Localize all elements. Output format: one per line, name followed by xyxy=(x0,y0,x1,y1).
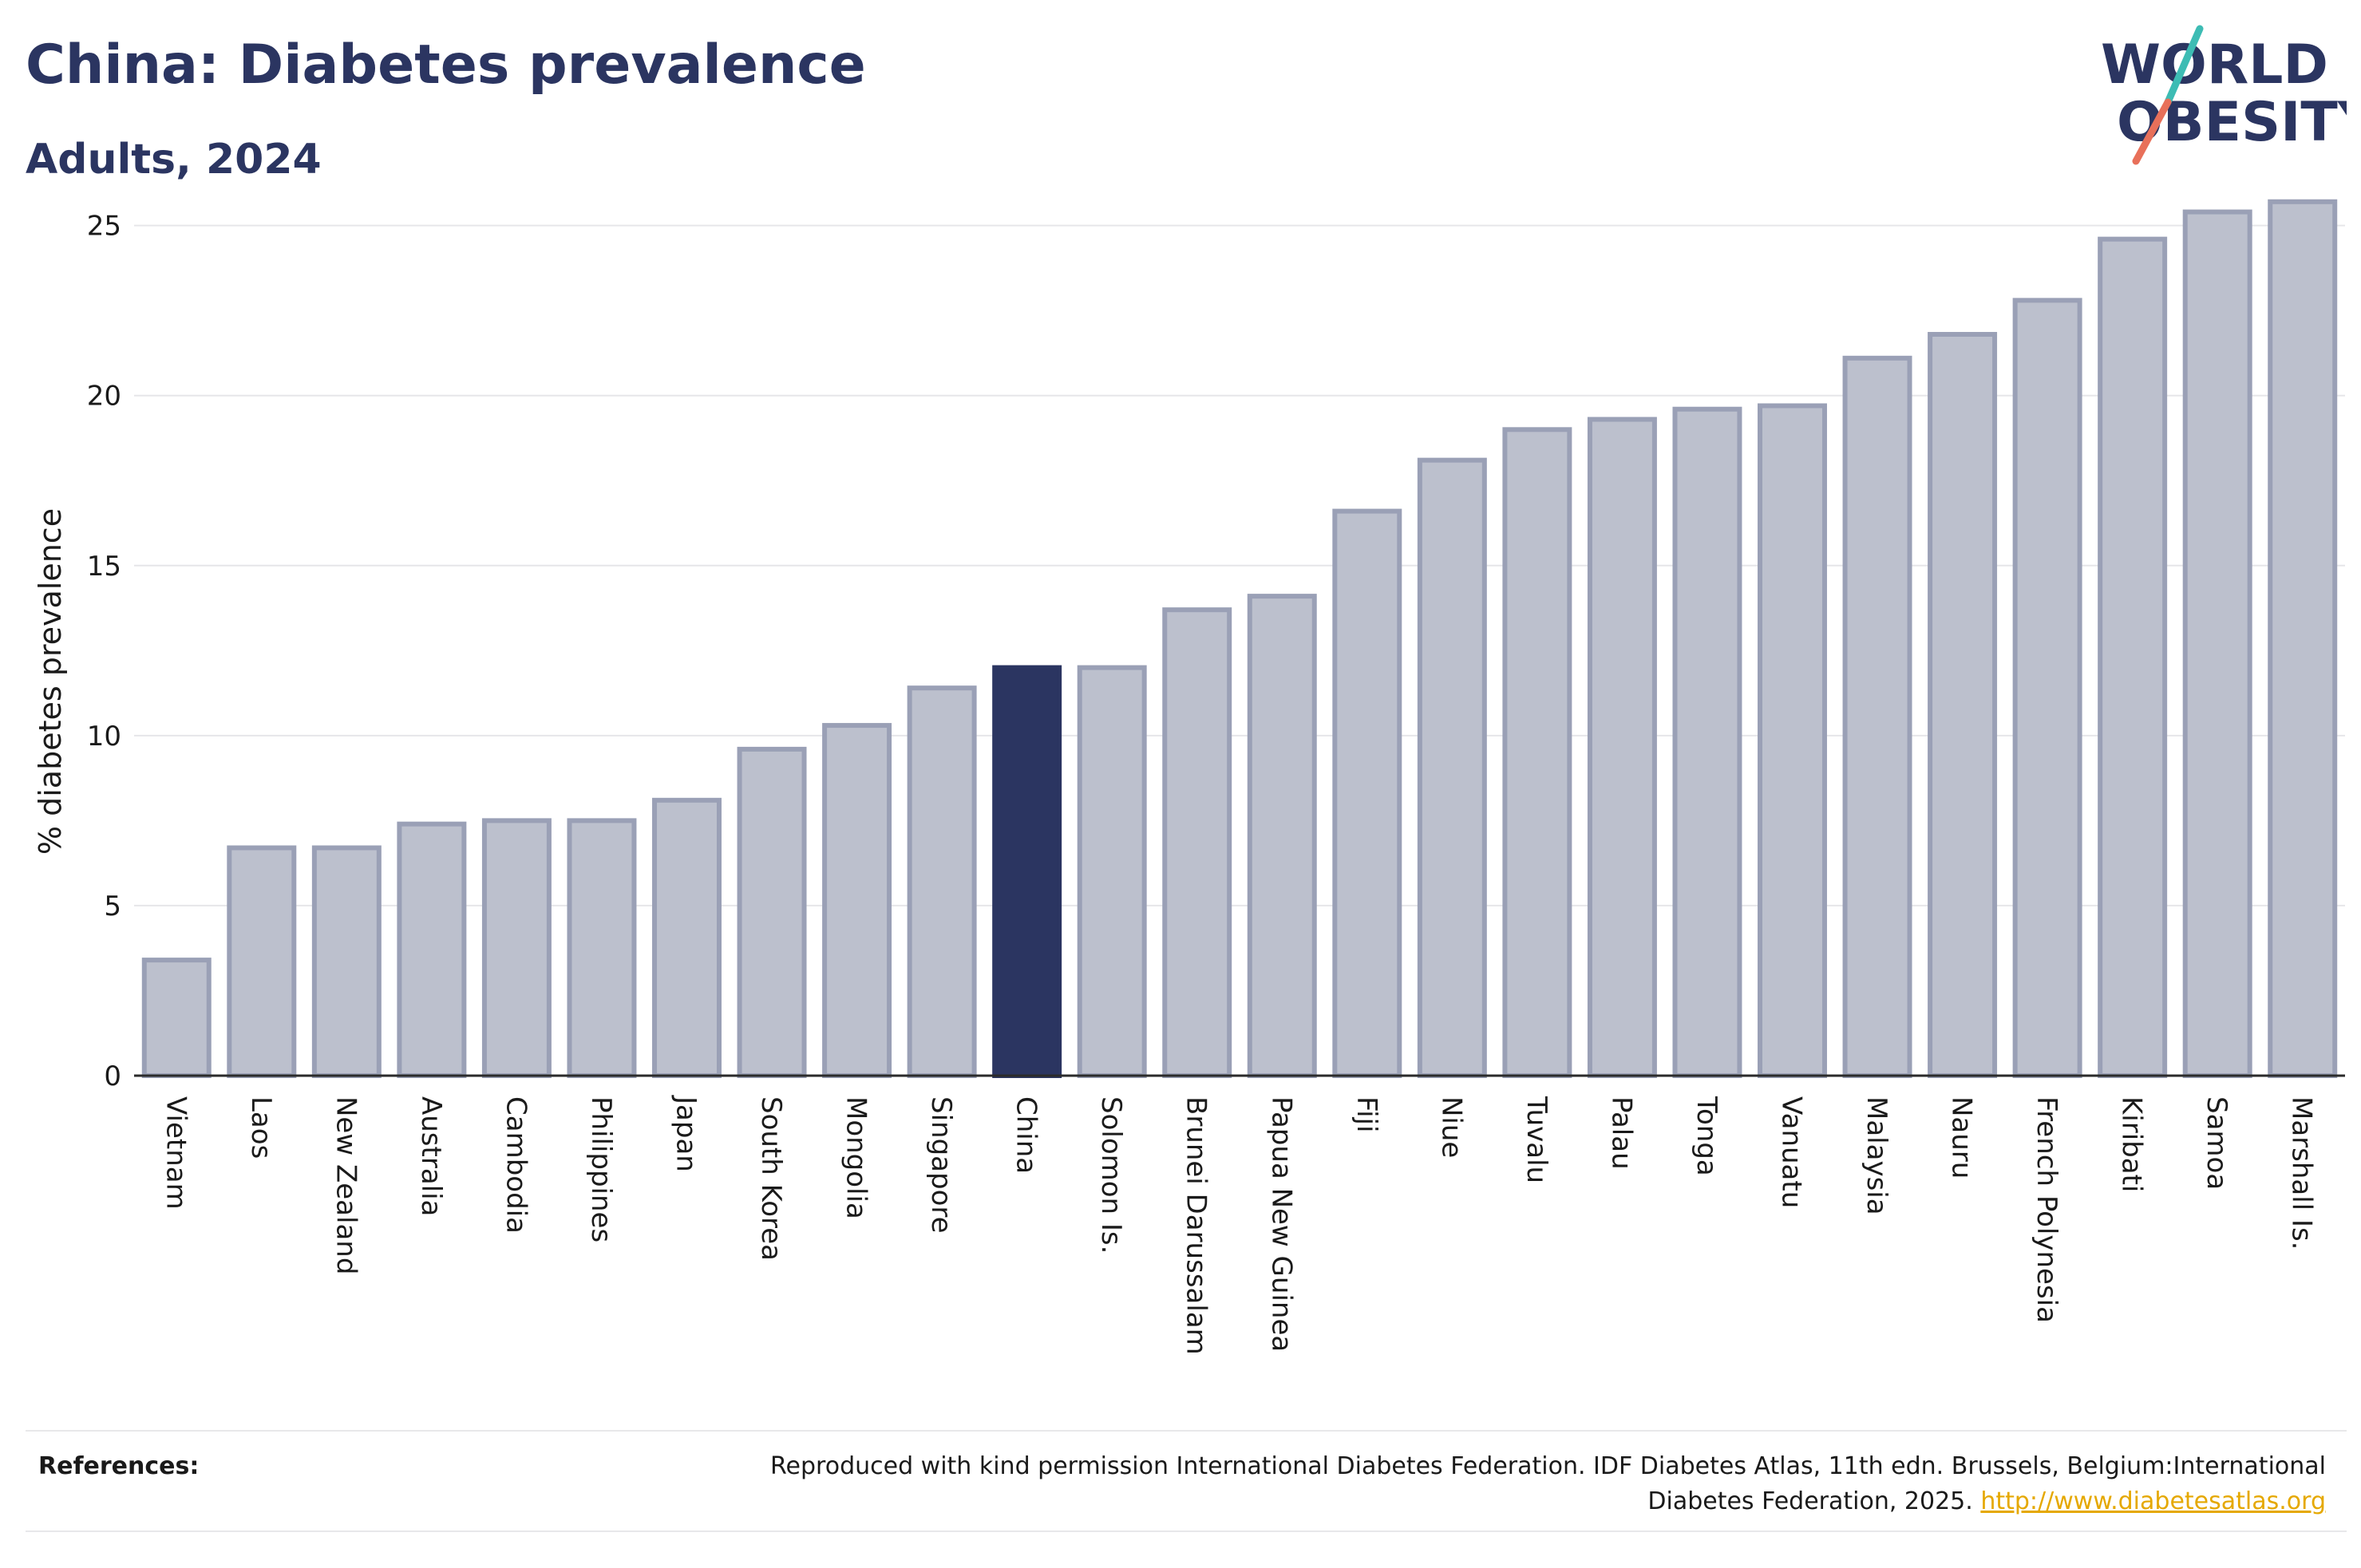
category-label: Mongolia xyxy=(840,1096,872,1219)
bar-papua-new-guinea xyxy=(1247,594,1317,1078)
y-tick-label: 10 xyxy=(87,721,121,752)
bar-nauru xyxy=(1928,331,1998,1078)
bar-marshall-is xyxy=(2268,199,2338,1078)
bar-solomon-is xyxy=(1077,665,1147,1078)
world-obesity-logo: WORLD OBESITY xyxy=(2101,25,2347,165)
category-label: Cambodia xyxy=(500,1096,532,1234)
diabetes-atlas-link[interactable]: http://www.diabetesatlas.org xyxy=(1980,1487,2326,1515)
category-label: Solomon Is. xyxy=(1095,1096,1127,1254)
bar-cambodia xyxy=(481,818,552,1079)
category-label: Nauru xyxy=(1946,1096,1978,1179)
bar-tuvalu xyxy=(1502,427,1572,1078)
y-axis-title: % diabetes prevalence xyxy=(33,508,68,855)
category-label: Vanuatu xyxy=(1776,1096,1808,1208)
y-tick-label: 0 xyxy=(104,1060,121,1092)
category-label: Australia xyxy=(415,1096,447,1216)
category-label: Singapore xyxy=(925,1096,957,1234)
bar-south-korea xyxy=(737,746,807,1079)
y-tick-label: 25 xyxy=(87,211,121,243)
bar-philippines xyxy=(567,818,637,1079)
y-tick-label: 20 xyxy=(87,381,121,413)
chart-title: China: Diabetes prevalence xyxy=(26,34,866,97)
bar-china xyxy=(992,665,1062,1078)
bar-singapore xyxy=(907,685,977,1079)
bar-vanuatu xyxy=(1758,403,1827,1078)
category-label: Marshall Is. xyxy=(2286,1096,2318,1250)
category-label: Brunei Darussalam xyxy=(1180,1096,1212,1355)
category-label: Laos xyxy=(245,1096,277,1159)
bar-palau xyxy=(1587,417,1657,1078)
footer-divider-top xyxy=(26,1430,2347,1432)
references-line-1: Reproduced with kind permission Internat… xyxy=(770,1452,2326,1480)
chart-subtitle: Adults, 2024 xyxy=(26,136,322,184)
category-label: Samoa xyxy=(2201,1096,2232,1190)
bar-samoa xyxy=(2182,209,2252,1079)
bars xyxy=(141,199,2338,1079)
category-label: China xyxy=(1010,1096,1042,1174)
bar-chart: 0 5 10 15 20 25 Vietnam Laos New Zealand Austral… xyxy=(33,199,2345,1355)
bar-kiribati xyxy=(2098,236,2168,1079)
footer-divider-bottom xyxy=(26,1530,2347,1532)
category-label: Palau xyxy=(1605,1096,1637,1170)
bar-mongolia xyxy=(822,723,892,1078)
bar-australia xyxy=(397,821,467,1078)
references-text: Reproduced with kind permission Internat… xyxy=(650,1449,2326,1519)
category-label: Fiji xyxy=(1351,1096,1382,1132)
y-tick-label: 15 xyxy=(87,551,121,583)
category-label: Malaysia xyxy=(1861,1096,1892,1215)
bar-japan xyxy=(652,797,722,1078)
category-label: French Polynesia xyxy=(2031,1096,2062,1323)
bar-fiji xyxy=(1332,508,1402,1078)
logo-line-world: WORLD xyxy=(2101,34,2328,97)
logo-slash-top xyxy=(2164,25,2204,106)
bar-french-polynesia xyxy=(2012,298,2082,1079)
category-label: Tuvalu xyxy=(1521,1096,1552,1183)
category-label: Vietnam xyxy=(160,1096,192,1210)
y-tick-labels: 0 5 10 15 20 25 xyxy=(87,211,121,1092)
category-label: Kiribati xyxy=(2116,1096,2148,1192)
category-label: Tonga xyxy=(1691,1096,1722,1176)
bar-vietnam xyxy=(141,958,212,1078)
references-line-2: Diabetes Federation, 2025. xyxy=(1647,1487,1981,1515)
logo-slash-bottom xyxy=(2132,98,2172,165)
bar-new-zealand xyxy=(311,845,382,1078)
category-label: Papua New Guinea xyxy=(1265,1096,1297,1352)
bar-brunei-darussalam xyxy=(1162,607,1232,1078)
category-label: Japan xyxy=(670,1095,702,1172)
category-label: South Korea xyxy=(755,1096,787,1261)
category-labels: Vietnam Laos New Zealand Australia Cambodia P… xyxy=(160,1095,2317,1355)
bar-malaysia xyxy=(1842,355,1912,1079)
bar-niue xyxy=(1417,457,1487,1078)
y-tick-label: 5 xyxy=(104,891,121,922)
references-label: References: xyxy=(38,1452,200,1480)
category-label: Niue xyxy=(1435,1096,1467,1158)
category-label: Philippines xyxy=(585,1096,617,1242)
bar-tonga xyxy=(1672,406,1742,1078)
category-label: New Zealand xyxy=(330,1096,362,1274)
bar-laos xyxy=(227,845,297,1078)
